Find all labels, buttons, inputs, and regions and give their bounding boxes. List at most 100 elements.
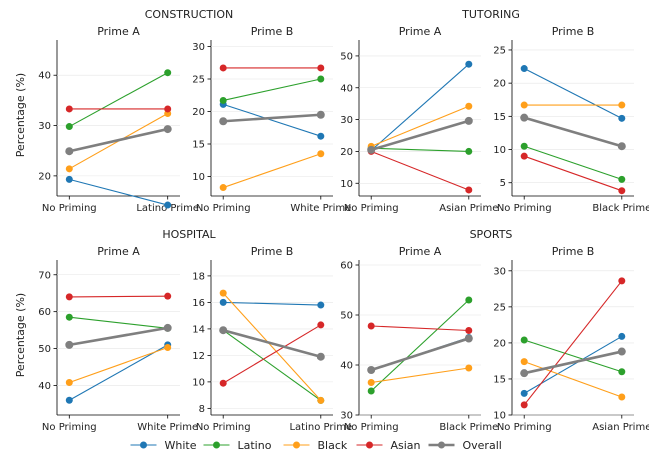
data-point-black xyxy=(618,101,626,109)
y-tick-label: 20 xyxy=(340,147,353,158)
series-line-latino xyxy=(524,339,622,373)
group-title-tutoring: TUTORING xyxy=(461,8,520,21)
series-line-latino xyxy=(524,145,622,180)
y-tick-label: 30 xyxy=(38,121,51,132)
panel-title: Prime B xyxy=(552,25,595,38)
series-line-white xyxy=(370,63,470,151)
data-point-asian xyxy=(317,321,325,329)
y-tick-label: 30 xyxy=(192,42,205,53)
data-point-black xyxy=(465,364,473,372)
series-line-white xyxy=(523,68,623,119)
data-point-asian xyxy=(219,64,227,72)
y-tick-label: 60 xyxy=(340,261,353,272)
panels-layer: Prime A 20 30 40 No Priming Latino Prime Prime… xyxy=(38,25,649,433)
data-point-overall xyxy=(367,145,376,154)
panel-title: Prime B xyxy=(251,25,294,38)
data-point-overall xyxy=(367,366,376,374)
data-point-latino xyxy=(367,387,375,395)
data-point-overall xyxy=(316,352,325,361)
x-tick-label: No Priming xyxy=(497,422,552,433)
y-tick-label: 18 xyxy=(192,271,205,282)
series-line-white xyxy=(223,301,321,306)
series-line-overall xyxy=(523,350,623,375)
y-tick-label: 60 xyxy=(38,307,51,318)
data-point-overall xyxy=(65,147,74,156)
y-tick-label: 40 xyxy=(38,71,51,82)
series-line-white xyxy=(223,103,321,137)
data-point-overall xyxy=(617,142,626,151)
legend-label: Asian xyxy=(391,439,421,452)
x-tick-label: No Priming xyxy=(196,203,251,214)
data-point-asian xyxy=(219,379,227,387)
group-title-sports: SPORTS xyxy=(470,228,513,241)
series-line-overall xyxy=(69,326,168,347)
data-point-asian xyxy=(65,105,73,113)
data-point-asian xyxy=(520,401,528,409)
data-point-overall xyxy=(219,326,228,335)
x-tick-label: No Priming xyxy=(196,422,251,433)
data-point-overall xyxy=(520,369,529,378)
data-point-black xyxy=(465,102,473,110)
series-line-latino xyxy=(223,78,321,101)
data-point-asian xyxy=(164,292,172,300)
legend-swatch-marker xyxy=(140,441,147,449)
data-point-latino xyxy=(520,142,528,150)
y-axis-label-top: Percentage (%) xyxy=(14,73,27,157)
data-point-black xyxy=(618,393,626,401)
y-tick-label: 25 xyxy=(493,302,506,313)
y-tick-label: 30 xyxy=(340,411,353,422)
series-line-overall xyxy=(370,337,470,372)
x-tick-label: Black Prime xyxy=(592,203,649,214)
y-tick-label: 10 xyxy=(192,172,205,183)
series-line-overall xyxy=(222,328,322,358)
y-tick-label: 16 xyxy=(192,298,205,309)
legend-swatch-marker xyxy=(213,441,220,449)
data-point-black xyxy=(65,379,73,387)
panel-title: Prime A xyxy=(97,25,140,38)
panel-tutoring-prime-a: Prime A 10 20 30 40 50 No Priming Asian Prime xyxy=(340,25,498,214)
y-tick-label: 40 xyxy=(340,361,353,372)
group-title-hospital: HOSPITAL xyxy=(162,228,216,241)
x-tick-label: Latino Prime xyxy=(289,422,352,433)
data-point-overall xyxy=(163,323,172,332)
data-point-latino xyxy=(219,96,227,104)
x-tick-label: White Prime xyxy=(290,203,351,214)
x-tick-label: White Prime xyxy=(137,422,198,433)
panel-tutoring-prime-b: Prime B 5 10 15 20 25 No Priming Black Prime xyxy=(493,25,649,214)
y-tick-label: 25 xyxy=(192,75,205,86)
legend-item-latino: Latino xyxy=(203,439,272,452)
y-tick-label: 40 xyxy=(38,381,51,392)
data-point-white xyxy=(317,301,325,309)
series-line-asian xyxy=(69,295,168,298)
y-tick-label: 25 xyxy=(493,45,506,56)
series-line-latino xyxy=(69,316,168,329)
panel-title: Prime B xyxy=(552,245,595,258)
panel-hospital-prime-b: Prime B 8 10 12 14 16 18 No Priming Latino Prime xyxy=(192,245,352,433)
data-point-white xyxy=(618,114,626,122)
legend-item-black: Black xyxy=(283,439,348,452)
series-line-overall xyxy=(523,116,623,148)
y-tick-label: 40 xyxy=(340,83,353,94)
data-point-asian xyxy=(465,186,473,194)
data-point-black xyxy=(317,150,325,158)
data-point-white xyxy=(520,65,528,73)
data-point-asian xyxy=(618,277,626,285)
y-tick-label: 8 xyxy=(199,404,205,415)
data-point-white xyxy=(65,175,73,183)
legend-swatch-marker xyxy=(438,441,445,449)
series-line-asian xyxy=(524,155,622,192)
y-tick-label: 50 xyxy=(340,311,353,322)
data-point-white xyxy=(317,132,325,140)
series-line-asian xyxy=(371,325,469,332)
data-point-overall xyxy=(464,334,473,343)
data-point-black xyxy=(164,343,172,351)
series-line-latino xyxy=(222,329,322,401)
series-line-asian xyxy=(370,150,470,191)
y-tick-label: 10 xyxy=(493,411,506,422)
data-point-white xyxy=(164,201,172,209)
data-point-overall xyxy=(65,340,74,349)
data-point-latino xyxy=(164,69,172,77)
data-point-asian xyxy=(317,64,325,72)
data-point-asian xyxy=(465,327,473,334)
data-point-black xyxy=(65,165,73,173)
